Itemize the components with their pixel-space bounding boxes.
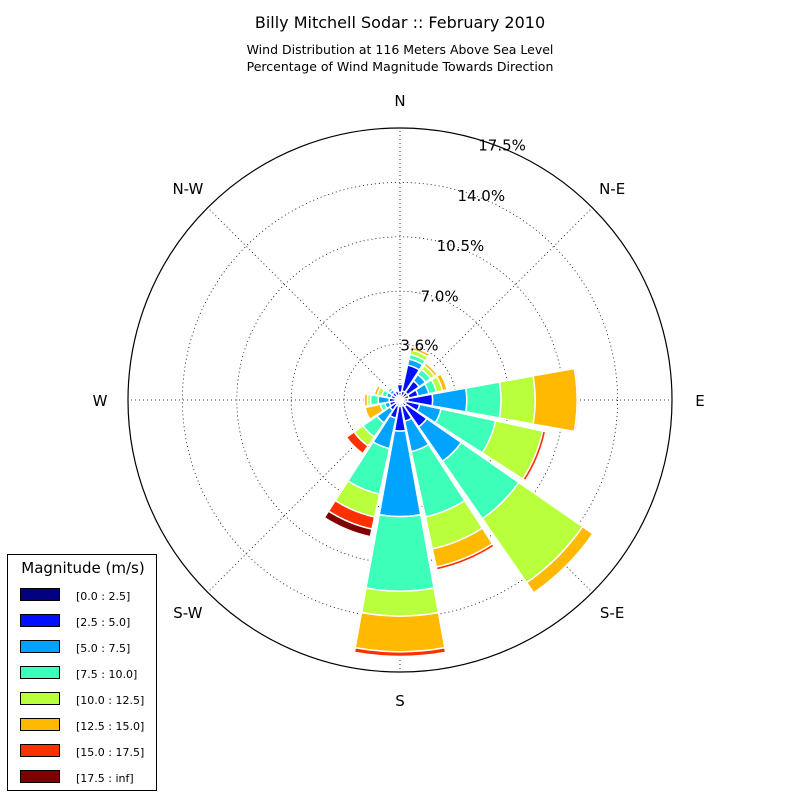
grid-spoke [207,207,401,401]
legend-swatch [20,640,60,653]
legend-label: [17.5 : inf] [76,772,134,785]
rose-bar-segment [363,392,369,408]
rose-bar-segment [323,510,373,538]
rose-bar-segment [360,587,440,617]
legend-label: [12.5 : 15.0] [76,720,145,733]
legend-label: [2.5 : 5.0] [76,616,131,629]
radial-tick-label: 17.5% [478,137,526,155]
wind-rose-bars [323,345,594,658]
chart-title: Billy Mitchell Sodar :: February 2010 [255,13,545,32]
rose-bar-segment [364,403,385,421]
legend-label: [0.0 : 2.5] [76,590,131,603]
rose-bar-segment [422,361,439,378]
direction-label: S [395,692,405,710]
rose-bar-segment [532,367,578,433]
direction-label: S-W [173,604,202,622]
direction-label: W [93,392,108,410]
radial-tick-label: 3.6% [400,336,438,354]
rose-bar-segment [464,381,502,419]
rose-bar-segment [345,430,370,455]
legend-swatch [20,692,60,705]
grid-spoke [399,207,593,401]
legend-swatch [20,718,60,731]
legend: Magnitude (m/s) [0.0 : 2.5] [2.5 : 5.0] [5… [7,554,157,791]
rose-bar-segment [354,611,446,653]
rose-bar-segment [525,525,594,594]
rose-bar-segment [521,430,547,482]
radial-tick-label: 10.5% [437,237,485,255]
direction-label: N-E [599,180,625,198]
legend-swatch [20,666,60,679]
legend-swatch [20,744,60,757]
chart-subtitle-line-2: Percentage of Wind Magnitude Towards Dir… [247,59,554,74]
axis-labels: 3.6% 7.0% 10.5% 14.0% 17.5% N N-E E S-E S S-W W N-W [93,92,705,710]
rose-bar-segment [498,375,536,425]
direction-label: E [695,392,704,410]
rose-bar-segment [409,345,431,358]
legend-title: Magnitude (m/s) [21,559,145,577]
radial-tick-label: 7.0% [421,287,459,305]
legend-swatch [20,614,60,627]
rose-bar-segment [393,389,400,398]
legend-swatch [20,588,60,601]
direction-label: N-W [172,180,203,198]
chart-subtitle-line-1: Wind Distribution at 116 Meters Above Se… [247,42,554,57]
rose-bar-segment [573,367,580,433]
legend-swatch [20,770,60,783]
legend-label: [10.0 : 12.5] [76,694,145,707]
direction-label: N [394,92,405,110]
legend-label: [15.0 : 17.5] [76,746,145,759]
rose-bar-segment [369,393,380,407]
rose-bar-segment [435,542,496,572]
rose-bar-segment [353,646,447,658]
direction-label: S-E [600,604,624,622]
legend-label: [5.0 : 7.5] [76,642,131,655]
grid-ring [181,181,619,619]
rose-bar-segment [373,384,382,396]
polar-outer-ring [127,127,673,673]
rose-bar-segment [365,513,435,592]
legend-label: [7.5 : 10.0] [76,668,138,681]
grid-ring [290,290,510,510]
radial-tick-label: 14.0% [457,187,505,205]
grid-spoke [207,399,401,593]
rose-bar-segment [384,384,393,393]
rose-bar-segment [435,372,448,392]
